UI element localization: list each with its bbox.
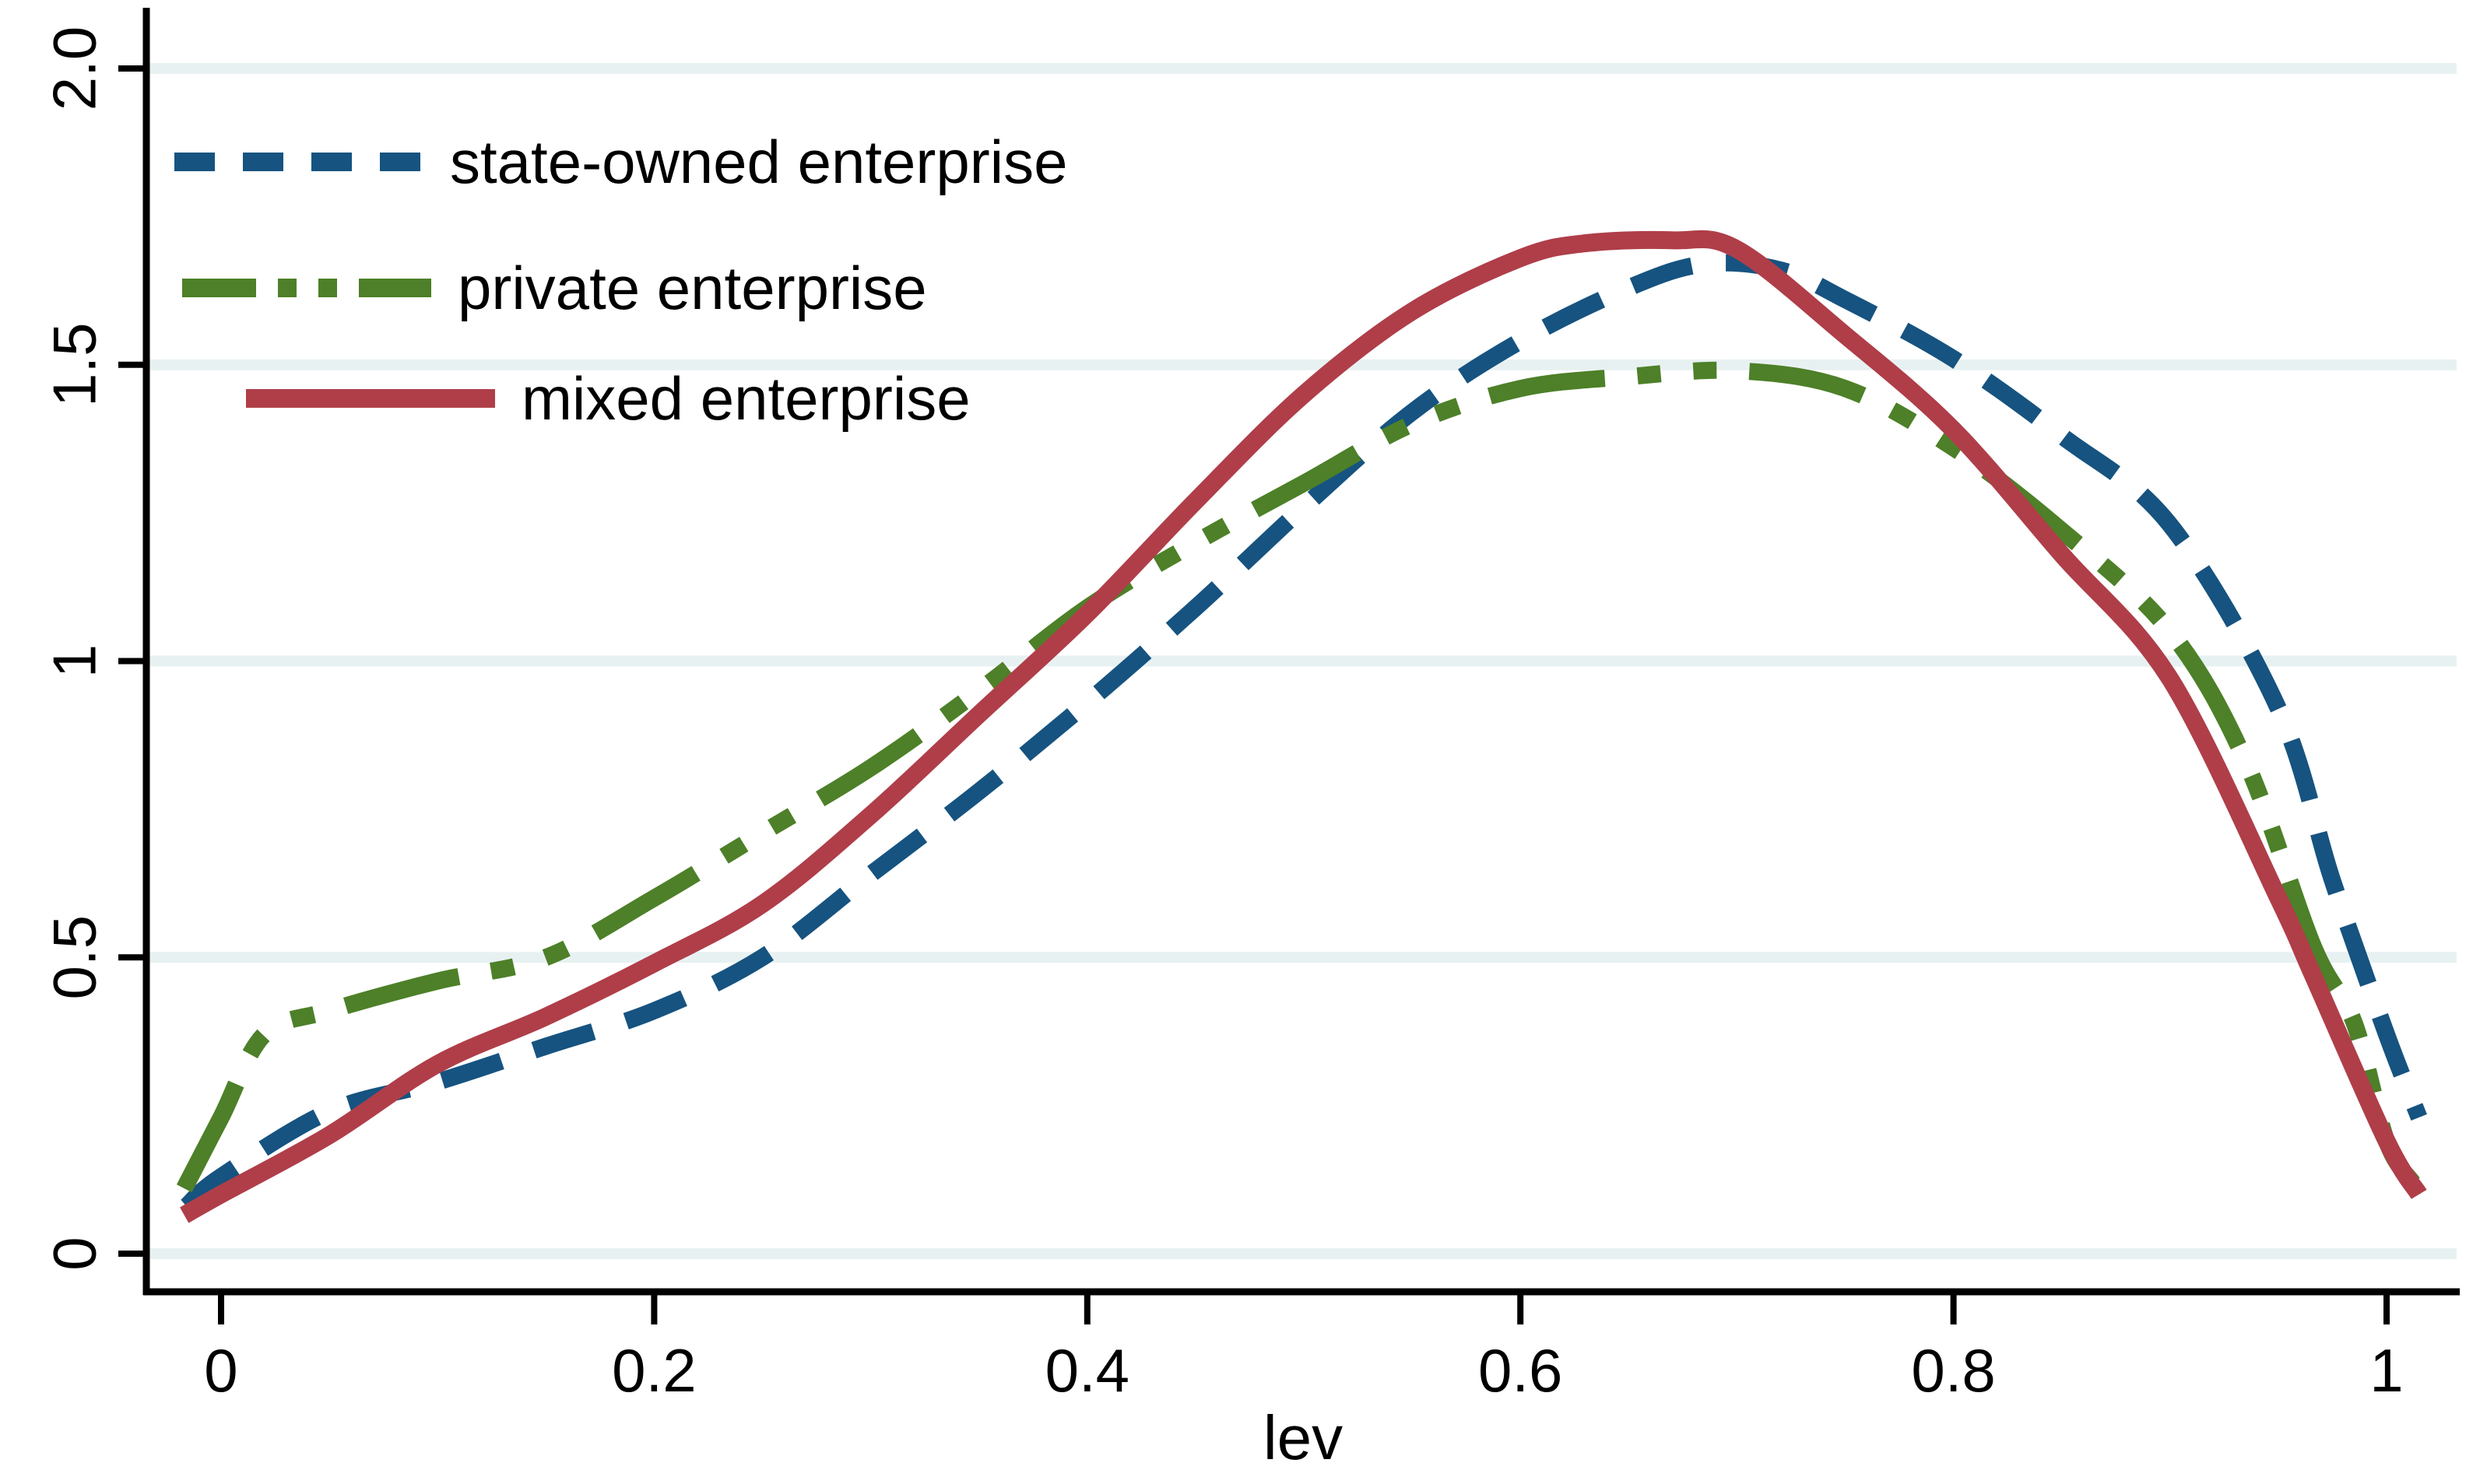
series-line-state-owned-enterprise (180, 254, 2427, 1213)
x-tick-label: 0 (204, 1336, 237, 1405)
x-tick-label: 0.4 (1045, 1336, 1129, 1405)
legend-item-state-owned: state-owned enterprise (174, 115, 1067, 209)
y-tick-label: 1 (40, 644, 108, 678)
y-tick-label: 0 (40, 1237, 108, 1270)
y-tick-label: 0.5 (40, 915, 108, 999)
legend-label-private: private enterprise (458, 254, 927, 322)
legend-label-mixed: mixed enterprise (522, 364, 971, 433)
legend-item-mixed: mixed enterprise (246, 352, 971, 445)
series-line-mixed-enterprise (180, 230, 2427, 1223)
y-tick-label: 1.5 (40, 323, 108, 407)
legend-key-line-state-owned (174, 153, 423, 171)
x-axis-title: lev (1263, 1403, 1344, 1472)
x-tick-label: 0.6 (1478, 1336, 1562, 1405)
series-line-private-enterprise (176, 361, 2420, 1193)
legend-label-state-owned: state-owned enterprise (450, 128, 1068, 196)
y-tick-label: 2.0 (40, 26, 108, 111)
legend-key-line-private (182, 279, 431, 297)
x-tick-label: 0.8 (1911, 1336, 1995, 1405)
legend-key-line-mixed (246, 389, 495, 408)
legend-item-private: private enterprise (182, 241, 927, 335)
x-tick-label: 1 (2369, 1336, 2403, 1405)
x-tick-label: 0.2 (612, 1336, 696, 1405)
